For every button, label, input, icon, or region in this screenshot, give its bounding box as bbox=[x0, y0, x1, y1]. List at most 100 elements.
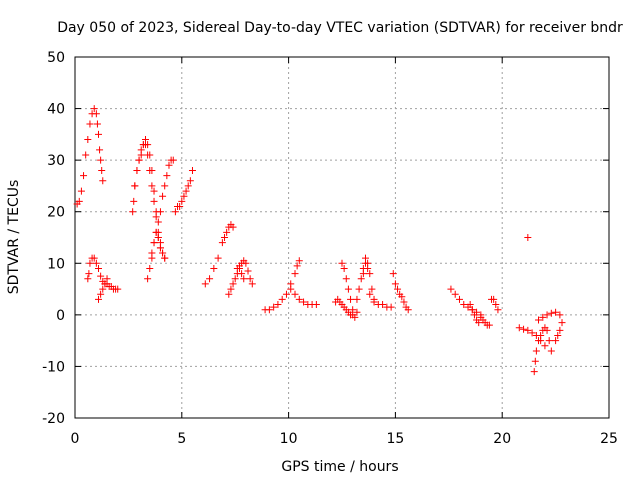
x-tick-label: 10 bbox=[280, 431, 298, 447]
data-point bbox=[92, 259, 100, 267]
data-point bbox=[159, 192, 167, 200]
data-point bbox=[451, 290, 459, 298]
data-point bbox=[460, 301, 468, 309]
data-point bbox=[161, 254, 169, 262]
data-point bbox=[178, 197, 186, 205]
y-tick-label: 20 bbox=[47, 205, 65, 221]
data-point bbox=[86, 259, 94, 267]
x-tick-label: 0 bbox=[71, 431, 80, 447]
y-axis-label: SDTVAR / TECUs bbox=[6, 180, 22, 295]
data-point bbox=[545, 337, 553, 345]
data-point bbox=[235, 262, 243, 270]
data-point bbox=[152, 213, 160, 221]
data-point bbox=[97, 156, 105, 164]
data-point bbox=[531, 357, 539, 365]
x-axis-label: GPS time / hours bbox=[281, 459, 398, 475]
y-tick-label: 30 bbox=[47, 153, 65, 169]
data-point bbox=[206, 275, 214, 283]
data-point bbox=[141, 141, 149, 149]
data-point bbox=[152, 228, 160, 236]
data-point bbox=[265, 306, 273, 314]
data-point bbox=[300, 298, 308, 306]
data-point bbox=[248, 280, 256, 288]
data-point bbox=[94, 130, 102, 138]
data-point bbox=[404, 306, 412, 314]
data-point bbox=[400, 298, 408, 306]
data-point bbox=[182, 187, 190, 195]
data-point bbox=[520, 325, 528, 333]
data-point bbox=[90, 105, 98, 113]
data-point bbox=[101, 280, 109, 288]
data-point bbox=[357, 275, 365, 283]
data-point bbox=[552, 308, 560, 316]
axis-ticks: 0 5 10 15 20 25 -20 -10 0 10 20 30 40 50 bbox=[42, 50, 618, 447]
data-point bbox=[137, 146, 145, 154]
data-point bbox=[146, 264, 154, 272]
data-point bbox=[218, 239, 226, 247]
data-point bbox=[148, 182, 156, 190]
data-point bbox=[130, 197, 138, 205]
data-point bbox=[156, 208, 164, 216]
data-point bbox=[349, 306, 357, 314]
data-point bbox=[75, 197, 83, 205]
data-point bbox=[370, 298, 378, 306]
data-point bbox=[364, 264, 372, 272]
data-point bbox=[169, 156, 177, 164]
data-point bbox=[552, 337, 560, 345]
data-point bbox=[238, 270, 246, 278]
data-point bbox=[368, 285, 376, 293]
data-point bbox=[244, 267, 252, 275]
data-point bbox=[240, 275, 248, 283]
data-point bbox=[80, 172, 88, 180]
x-tick-label: 20 bbox=[493, 431, 511, 447]
data-point bbox=[150, 197, 158, 205]
data-point bbox=[312, 301, 320, 309]
data-point bbox=[131, 182, 139, 190]
x-tick-label: 15 bbox=[386, 431, 404, 447]
data-point bbox=[201, 280, 209, 288]
data-point bbox=[135, 156, 143, 164]
data-point bbox=[186, 177, 194, 185]
data-point bbox=[530, 368, 538, 376]
data-point bbox=[225, 290, 233, 298]
data-point bbox=[535, 316, 543, 324]
data-point bbox=[165, 161, 173, 169]
data-point bbox=[148, 249, 156, 257]
data-point bbox=[150, 187, 158, 195]
data-point bbox=[344, 285, 352, 293]
data-point bbox=[543, 326, 551, 334]
data-point bbox=[154, 234, 162, 241]
data-point bbox=[144, 151, 152, 159]
data-point bbox=[547, 347, 555, 355]
data-point bbox=[98, 166, 106, 174]
data-point bbox=[355, 285, 363, 293]
data-point bbox=[99, 177, 107, 185]
data-point bbox=[293, 262, 301, 270]
data-point bbox=[144, 275, 152, 283]
data-point bbox=[96, 146, 104, 154]
data-point bbox=[353, 308, 361, 316]
plot-frame bbox=[74, 56, 610, 419]
data-point bbox=[146, 166, 154, 174]
data-point bbox=[466, 301, 474, 309]
data-point bbox=[97, 272, 105, 280]
data-point bbox=[359, 270, 367, 278]
data-point bbox=[282, 290, 290, 298]
data-point bbox=[379, 301, 387, 309]
data-point bbox=[455, 295, 463, 303]
data-point bbox=[532, 347, 540, 355]
data-point bbox=[295, 257, 303, 265]
data-point bbox=[398, 293, 406, 301]
data-point bbox=[184, 182, 192, 190]
data-point bbox=[180, 192, 188, 200]
data-point bbox=[556, 326, 564, 334]
data-point bbox=[82, 151, 90, 159]
data-point bbox=[231, 275, 239, 283]
data-point bbox=[524, 234, 532, 241]
y-tick-label: -10 bbox=[42, 359, 65, 375]
data-point bbox=[494, 306, 502, 314]
data-point bbox=[554, 331, 562, 339]
data-point bbox=[447, 285, 455, 293]
y-tick-label: 50 bbox=[47, 50, 65, 66]
data-point bbox=[242, 259, 250, 267]
